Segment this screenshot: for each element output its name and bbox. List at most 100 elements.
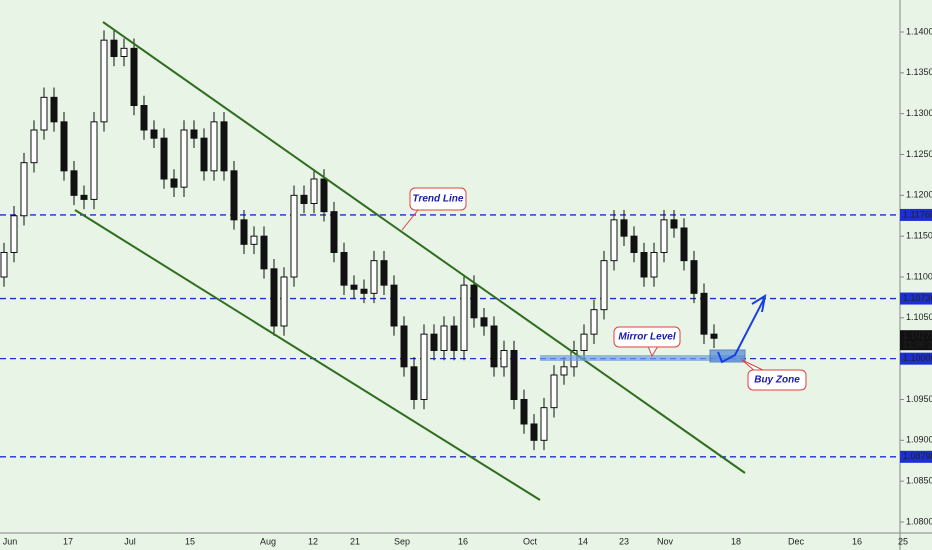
candle-body	[30, 129, 38, 164]
mirror-zone	[540, 355, 745, 361]
candle-body	[300, 194, 308, 204]
y-tick-label: 1.12500	[906, 149, 932, 159]
candle-body	[550, 374, 558, 409]
candle-body	[100, 39, 108, 123]
x-tick-label: 23	[619, 536, 629, 546]
x-tick-label: Jul	[124, 536, 136, 546]
candle-body	[560, 366, 568, 376]
callout-pointer	[647, 345, 659, 358]
candle-body	[150, 129, 158, 139]
y-tick-label: 1.09500	[906, 394, 932, 404]
candle-body	[20, 162, 28, 217]
buy-zone	[709, 349, 746, 363]
candle-body	[10, 215, 18, 253]
candle-body	[680, 227, 688, 262]
candle-body	[660, 219, 668, 253]
candle-body	[60, 121, 68, 172]
x-tick-label: 21	[350, 536, 360, 546]
candle-body	[540, 407, 548, 441]
x-tick-label: 15	[185, 536, 195, 546]
y-tick-label: 1.10500	[906, 312, 932, 322]
candle-body	[320, 178, 328, 213]
callout-pointer	[741, 359, 766, 372]
last-price-label: 1.10275	[903, 331, 932, 341]
candle-body	[200, 137, 208, 172]
candle-body	[260, 235, 268, 270]
arrow	[717, 293, 767, 364]
x-tick-label: 18	[731, 536, 741, 546]
candle-body	[170, 178, 178, 188]
candle-body	[440, 325, 448, 351]
candle-body	[470, 284, 478, 319]
annotation: Trend Line	[413, 194, 464, 205]
candle-body	[220, 121, 228, 172]
candle-body	[70, 170, 78, 196]
levels	[0, 214, 900, 458]
candle-body	[230, 170, 238, 221]
candle-body	[180, 129, 188, 188]
y-tick-label: 1.09000	[906, 435, 932, 445]
candle-body	[360, 288, 368, 294]
y-tick-label: 1.14000	[906, 26, 932, 36]
y-tick-label: 1.13500	[906, 67, 932, 77]
candle-body	[390, 284, 398, 327]
x-tick-label: Nov	[657, 536, 674, 546]
level-label: 1.11760	[903, 209, 932, 219]
candle-body	[130, 47, 138, 107]
x-tick-label: Aug	[260, 536, 276, 546]
candle-body	[460, 284, 468, 351]
candles	[0, 30, 718, 451]
x-tick-label: Sep	[394, 536, 410, 546]
candle-body	[120, 47, 128, 58]
candle-body	[50, 96, 58, 123]
y-tick-label: 1.08000	[906, 516, 932, 526]
level-label: 1.10000	[903, 353, 932, 363]
candle-body	[520, 398, 528, 425]
candle-body	[530, 423, 538, 441]
candle-body	[250, 235, 258, 245]
candle-body	[140, 105, 148, 131]
candle-body	[610, 219, 618, 262]
candle-body	[590, 309, 598, 335]
candle-body	[620, 219, 628, 237]
x-tick-label: 16	[852, 536, 862, 546]
candle-body	[370, 260, 378, 294]
candle-body	[650, 251, 658, 278]
candle-body	[630, 235, 638, 253]
y-tick-label: 1.11500	[906, 231, 932, 241]
candle-body	[330, 211, 338, 253]
last-price-badge	[900, 330, 932, 351]
candle-body	[640, 251, 648, 278]
candle-body	[690, 260, 698, 294]
candle-body	[510, 349, 518, 400]
callout-box	[409, 187, 467, 211]
candle-body	[280, 276, 288, 327]
candle-body	[310, 178, 318, 204]
level-badge	[900, 352, 932, 365]
x-tick-label: 12	[308, 536, 318, 546]
level-badge	[900, 450, 932, 463]
callout-pointer	[401, 209, 419, 231]
y-tick-label: 1.12000	[906, 190, 932, 200]
candle-body	[0, 251, 8, 278]
candle-body	[110, 39, 118, 58]
x-tick-label: 25	[898, 536, 908, 546]
y-tick-label: 1.11000	[906, 271, 932, 281]
candle-body	[500, 349, 508, 368]
candle-body	[420, 333, 428, 400]
candle-body	[700, 292, 708, 335]
candle-body	[210, 121, 218, 172]
candle-body	[490, 325, 498, 368]
level-label: 1.10736	[903, 293, 932, 303]
candle-body	[410, 366, 418, 400]
annotation: Buy Zone	[754, 375, 800, 386]
annotation: Mirror Level	[618, 332, 675, 343]
price-axis: 1.08000 1.08500 1.09000 1.09500 1.10000 1.105…	[900, 26, 932, 526]
candle-body	[240, 219, 248, 245]
level-badge	[900, 208, 932, 221]
candle-body	[710, 333, 718, 339]
candle-body	[350, 284, 358, 290]
